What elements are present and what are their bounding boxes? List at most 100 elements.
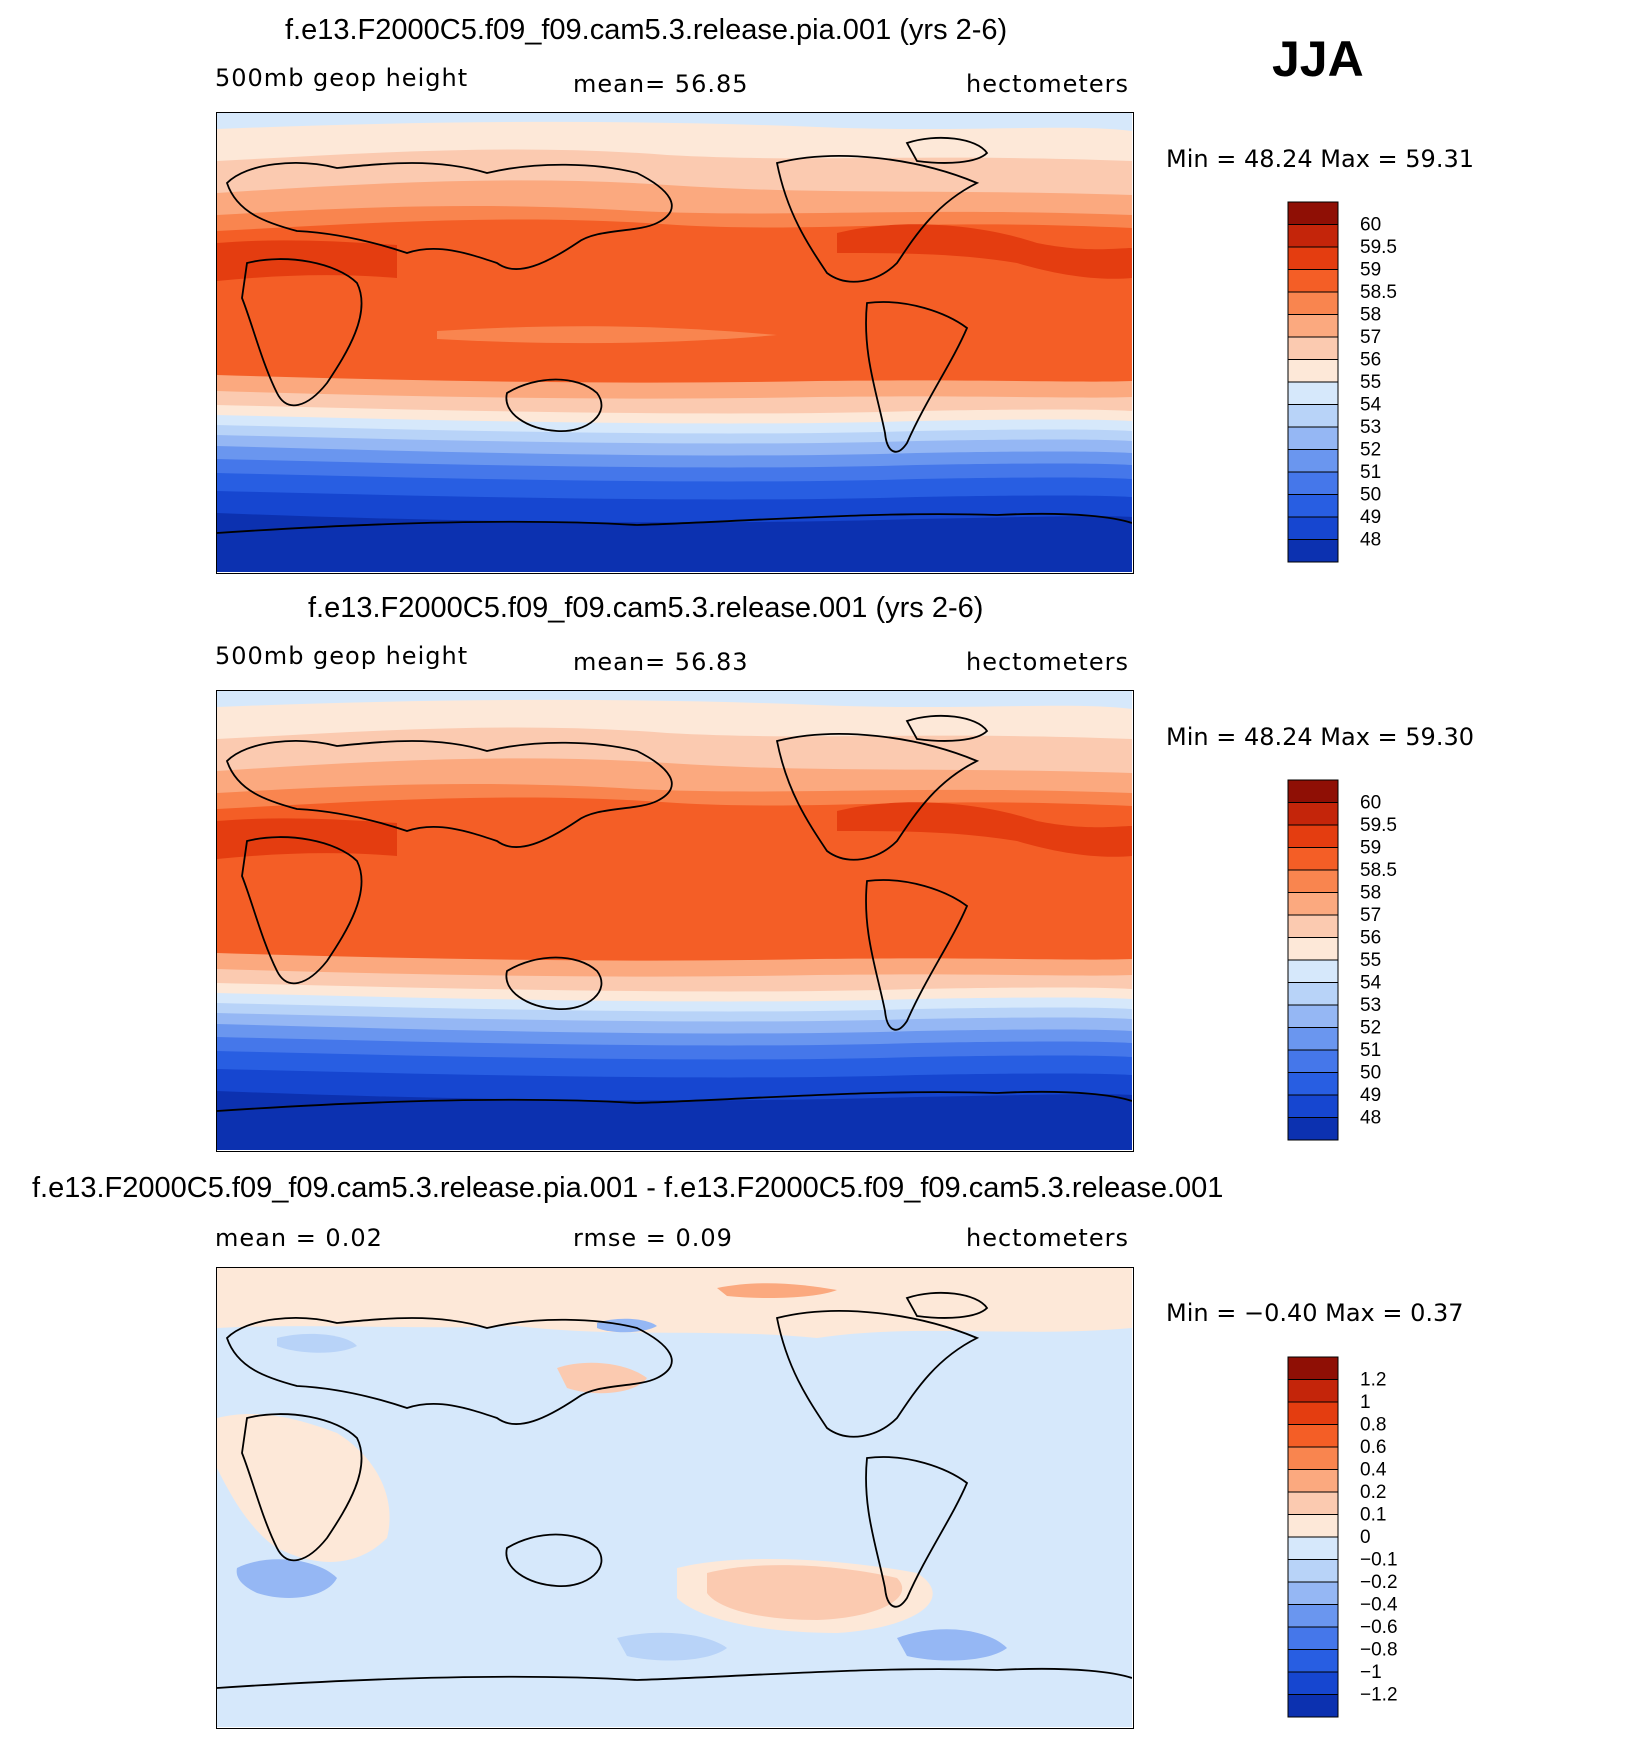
colorbar-tick-label: 54 [1360,395,1382,416]
panel-1-units-label: hectometers [966,70,1129,98]
colorbar-swatch [1287,779,1339,803]
colorbar-swatch [1287,1356,1339,1380]
negative-south-indian [236,1559,337,1598]
colorbar-tick-label: 52 [1360,1018,1381,1039]
panel-3-map [216,1267,1134,1729]
colorbar-tick-label: 49 [1360,1085,1381,1106]
greenland-outline [905,1291,989,1319]
coastlines [217,136,1132,534]
colorbar-swatch [1287,1671,1339,1695]
south-america-outline [865,1456,969,1608]
panel-1-variable-label: 500mb geop height [215,64,469,92]
colorbar-tick-label: 1 [1360,1392,1371,1413]
colorbar-swatch [1287,291,1339,315]
south-america-outline [865,879,969,1031]
antarctica-outline [217,1667,1132,1689]
colorbar-swatch [1287,1491,1339,1515]
panel-2-colorbar: 60 59.5 59 58.5 58 57 56 55 54 53 52 51 50 49 48 [1286,779,1406,1142]
colorbar-swatch [1287,336,1339,360]
australia-outline [505,956,603,1010]
negative-eurasia [277,1333,357,1353]
antarctica-outline [217,512,1132,534]
panel-2-variable-label: 500mb geop height [215,642,469,670]
colorbar-tick-label: 49 [1360,507,1381,528]
panel-1-title: f.e13.F2000C5.f09_f09.cam5.3.release.pia… [285,14,1008,46]
colorbar-tick-label: 51 [1360,462,1381,483]
colorbar-swatch [1287,471,1339,495]
panel-3-title: f.e13.F2000C5.f09_f09.cam5.3.release.pia… [32,1172,1224,1204]
colorbar-swatch [1287,1694,1339,1718]
panel-3-rmse-label: rmse = 0.09 [573,1224,733,1252]
eurasia-outline [225,1317,673,1425]
antarctica-outline [217,1090,1132,1112]
panel-3-mean-label: mean = 0.02 [215,1224,383,1252]
colorbar-swatch [1287,1027,1339,1051]
panel-1-mean-label: mean= 56.85 [573,70,749,98]
colorbar-tick-label: 0.8 [1360,1415,1386,1436]
greenland-outline [905,136,989,164]
colorbar-tick-label: 56 [1360,350,1381,371]
colorbar-swatch [1287,892,1339,916]
colorbar-tick-label: 57 [1360,905,1381,926]
south-america-outline [865,301,969,453]
colorbar-swatch [1287,1469,1339,1493]
colorbar-tick-label: 58.5 [1360,860,1397,881]
panel-3-units-label: hectometers [966,1224,1129,1252]
colorbar-swatch [1287,1072,1339,1096]
panel-2-min-max: Min = 48.24 Max = 59.30 [1166,723,1474,751]
panel-1-min-max: Min = 48.24 Max = 59.31 [1166,145,1474,173]
colorbar-swatch [1287,1049,1339,1073]
colorbar-tick-label: 0.4 [1360,1460,1387,1481]
australia-outline [505,378,603,432]
colorbar-swatch [1287,314,1339,338]
season-label: JJA [1272,31,1364,87]
colorbar-swatch [1287,1649,1339,1673]
colorbar-tick-label: 53 [1360,417,1381,438]
coastlines [217,1291,1132,1689]
panel-1-map-svg [217,113,1132,572]
colorbar-tick-label: −0.4 [1360,1595,1398,1616]
positive-arctic [717,1283,837,1298]
band-antarctic [217,1091,1132,1150]
colorbar-tick-label: 0.1 [1360,1505,1386,1526]
colorbar-tick-label: 50 [1360,485,1381,506]
colorbar-swatch [1287,1559,1339,1583]
colorbar-tick-label: 52 [1360,440,1381,461]
greenland-outline [905,714,989,742]
colorbar-swatch [1287,1626,1339,1650]
colorbar-tick-label: 55 [1360,950,1381,971]
panel-2-map-svg [217,691,1132,1150]
colorbar-tick-label: 57 [1360,327,1381,348]
colorbar-tick-label: 1.2 [1360,1370,1386,1391]
colorbar-swatch [1287,824,1339,848]
colorbar-tick-label: 48 [1360,530,1381,551]
colorbar-tick-label: −0.2 [1360,1572,1398,1593]
colorbar-tick-label: 60 [1360,793,1381,814]
colorbar-swatch [1287,201,1339,225]
north-america-outline [775,1310,980,1438]
panel-3-colorbar-svg: 1.210.80.60.40.20.10−0.1−0.2−0.4−0.6−0.8… [1287,1356,1398,1718]
africa-outline [241,1413,363,1562]
colorbar-tick-label: 55 [1360,372,1381,393]
colorbar-swatch [1287,914,1339,938]
colorbar-tick-label: 58 [1360,305,1381,326]
colorbar-tick-label: 58 [1360,883,1381,904]
colorbar-tick-label: 59 [1360,838,1381,859]
colorbar-swatch [1287,494,1339,518]
colorbar-swatch [1287,1446,1339,1470]
colorbar-tick-label: −1.2 [1360,1685,1398,1706]
colorbar-swatch [1287,539,1339,563]
panel-3-min-max: Min = −0.40 Max = 0.37 [1166,1299,1464,1327]
colorbar-swatch [1287,381,1339,405]
panel-1-map [216,112,1134,574]
colorbar-tick-label: −0.1 [1360,1550,1398,1571]
colorbar-swatch [1287,1514,1339,1538]
colorbar-swatch [1287,246,1339,270]
colorbar-tick-label: 51 [1360,1040,1381,1061]
positive-south-pacific [707,1565,903,1620]
panel-1-colorbar: 60 59.5 59 58.5 58 57 56 55 54 53 52 51 50 49 48 [1286,201,1406,564]
colorbar-swatch [1287,1424,1339,1448]
colorbar-swatch [1287,224,1339,248]
